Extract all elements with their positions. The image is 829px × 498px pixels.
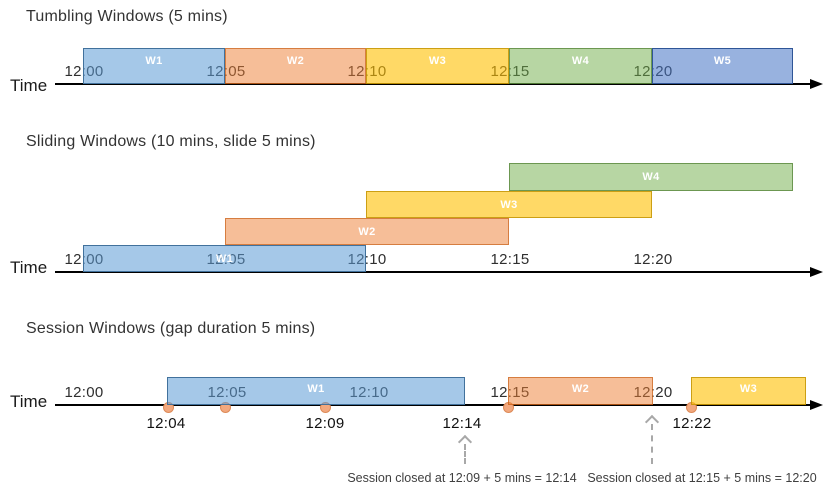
sliding-windows-window-w3-label: W3 <box>500 198 518 211</box>
session-windows-annotation-arrow-line-2 <box>651 424 653 464</box>
sliding-windows-window-w2-label: W2 <box>358 225 376 238</box>
sliding-windows-time-axis-arrowhead-icon <box>810 267 823 277</box>
sliding-windows-tick-label: 12:20 <box>633 251 673 268</box>
tumbling-windows-window-w2: W2 <box>225 48 366 84</box>
session-windows-title: Session Windows (gap duration 5 mins) <box>26 320 316 337</box>
session-windows-window-w1-label: W1 <box>307 383 325 395</box>
tumbling-windows-window-w1-label: W1 <box>145 55 163 67</box>
tumbling-windows-window-w4: W4 <box>509 48 652 84</box>
session-windows-window-w3-label: W3 <box>739 383 758 395</box>
tumbling-windows-title: Tumbling Windows (5 mins) <box>26 8 228 25</box>
session-windows-time-axis <box>55 404 810 406</box>
sliding-windows-window-w4-label: W4 <box>642 171 660 183</box>
session-windows-tick-label: 12:00 <box>64 384 104 401</box>
session-windows-event-time-label: 12:04 <box>146 415 186 432</box>
session-windows-annotation-2: Session closed at 12:15 + 5 mins = 12:20 <box>587 471 817 485</box>
tumbling-windows-window-w5-label: W5 <box>713 55 732 67</box>
tumbling-windows-window-w3: W3 <box>366 48 509 84</box>
session-windows-window-w2: W2 <box>508 377 653 405</box>
sliding-windows-title: Sliding Windows (10 mins, slide 5 mins) <box>26 133 316 150</box>
session-windows-annotation-arrow-line-1 <box>464 444 466 464</box>
sliding-windows-time-axis <box>55 271 810 273</box>
session-windows-event-time-label: 12:09 <box>305 415 345 432</box>
session-windows-window-w3: W3 <box>691 377 806 405</box>
tumbling-windows-time-axis <box>55 83 810 85</box>
sliding-windows-tick-label: 12:15 <box>490 251 530 268</box>
sliding-windows-window-w4: W4 <box>509 163 793 191</box>
tumbling-windows-time-axis-arrowhead-icon <box>810 79 823 89</box>
tumbling-windows-window-w3-label: W3 <box>428 55 447 67</box>
sliding-windows-window-w1: W1 <box>83 245 366 272</box>
tumbling-windows-window-w1: W1 <box>83 48 225 84</box>
session-windows-annotation-1: Session closed at 12:09 + 5 mins = 12:14 <box>347 471 577 485</box>
sliding-windows-window-w1-label: W1 <box>215 252 234 265</box>
session-windows-time-axis-arrowhead-icon <box>810 400 823 410</box>
sliding-windows-time-axis-label: Time <box>10 258 48 277</box>
session-windows-event-time-label: 12:14 <box>442 415 482 432</box>
tumbling-windows-time-axis-label: Time <box>10 76 48 95</box>
session-windows-window-w2-label: W2 <box>571 383 590 395</box>
session-windows-window-w1: W1 <box>167 377 465 405</box>
tumbling-windows-window-w2-label: W2 <box>286 55 305 67</box>
sliding-windows-window-w2: W2 <box>225 218 509 245</box>
tumbling-windows-window-w4-label: W4 <box>571 55 590 67</box>
session-windows-event-time-label: 12:22 <box>672 415 712 432</box>
sliding-windows-window-w3: W3 <box>366 191 652 218</box>
tumbling-windows-window-w5: W5 <box>652 48 793 84</box>
session-windows-time-axis-label: Time <box>10 392 48 411</box>
